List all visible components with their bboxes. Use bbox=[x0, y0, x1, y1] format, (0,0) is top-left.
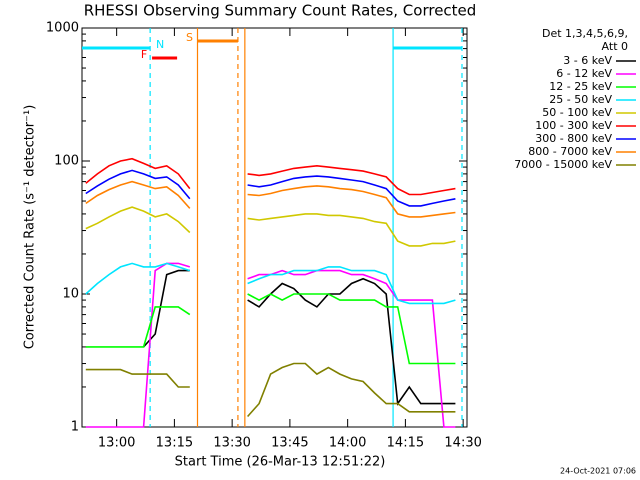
flag-label: F bbox=[141, 48, 147, 61]
legend-header: Att 0 bbox=[602, 40, 628, 53]
legend-header: Det 1,3,4,5,6,9, bbox=[542, 27, 628, 40]
y-axis-label: Corrected Count Rate (s⁻¹ detector⁻¹) bbox=[23, 105, 38, 350]
legend-label: 3 - 6 keV bbox=[563, 54, 612, 67]
x-tick-label: 14:15 bbox=[387, 436, 424, 451]
series-line bbox=[85, 293, 456, 365]
x-tick-label: 13:45 bbox=[271, 436, 308, 451]
series-line bbox=[85, 180, 456, 218]
legend-label: 25 - 50 keV bbox=[549, 93, 612, 106]
y-tick-label: 1 bbox=[71, 420, 79, 435]
series-line bbox=[85, 362, 456, 418]
x-tick-label: 13:00 bbox=[98, 436, 135, 451]
y-tick-label: 10 bbox=[62, 287, 79, 302]
series-line bbox=[85, 157, 456, 196]
plot-frame bbox=[81, 27, 468, 428]
legend-label: 12 - 25 keV bbox=[549, 80, 612, 93]
series-line bbox=[143, 269, 456, 406]
x-tick-label: 13:30 bbox=[213, 436, 250, 451]
y-tick-label: 100 bbox=[54, 154, 79, 169]
series-line bbox=[85, 206, 456, 247]
x-tick-label: 13:15 bbox=[156, 436, 193, 451]
legend-label: 300 - 800 keV bbox=[535, 132, 612, 145]
legend-label: 50 - 100 keV bbox=[542, 106, 612, 119]
x-tick-label: 14:30 bbox=[444, 436, 481, 451]
legend-label: 7000 - 15000 keV bbox=[514, 158, 612, 171]
x-tick-label: 14:00 bbox=[329, 436, 366, 451]
y-tick-label: 1000 bbox=[46, 21, 79, 36]
footer-date: 24-Oct-2021 07:06 bbox=[560, 467, 636, 476]
x-axis-label: Start Time (26-Mar-13 12:51:22) bbox=[175, 455, 386, 470]
legend-label: 100 - 300 keV bbox=[535, 119, 612, 132]
flag-label: N bbox=[156, 38, 164, 51]
chart-title: RHESSI Observing Summary Count Rates, Co… bbox=[84, 2, 477, 20]
series-line bbox=[85, 262, 456, 428]
legend-label: 6 - 12 keV bbox=[556, 67, 612, 80]
flag-label: S bbox=[186, 31, 193, 44]
legend-label: 800 - 7000 keV bbox=[528, 145, 612, 158]
series-line bbox=[85, 169, 456, 207]
series-line bbox=[85, 262, 456, 305]
